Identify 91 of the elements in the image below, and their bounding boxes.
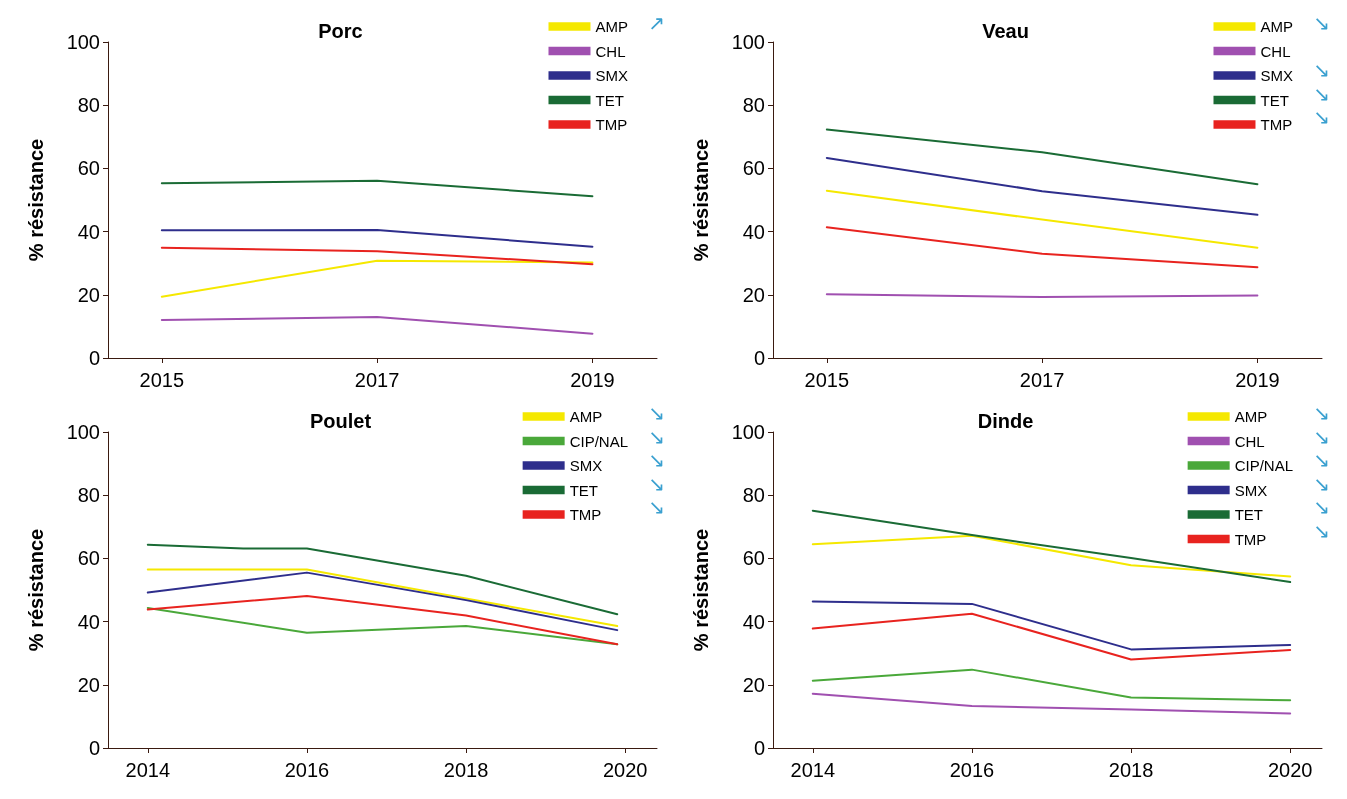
chart-title: Veau — [982, 20, 1029, 42]
annotation: ↘ — [1313, 58, 1331, 82]
y-tick-label: 60 — [742, 547, 765, 570]
y-tick-label: 40 — [742, 220, 765, 243]
annotation: ↘ — [648, 471, 666, 496]
legend-label: SMX — [1234, 481, 1268, 499]
legend-label: CIP/NAL — [569, 432, 629, 450]
y-tick-label: 20 — [742, 283, 765, 306]
legend-label: TET — [569, 481, 598, 499]
line-series — [146, 543, 619, 616]
y-tick-label: 20 — [77, 673, 100, 696]
x-tick-label: 2015 — [804, 369, 850, 391]
chart-title: Poulet — [309, 410, 372, 432]
y-tick-label: 80 — [77, 484, 100, 507]
legend-label: TMP — [595, 116, 628, 133]
y-tick-label: 60 — [77, 547, 100, 570]
line-series — [811, 600, 1292, 651]
annotation: ↘ — [1313, 448, 1331, 472]
x-tick-label: 2020 — [1267, 759, 1313, 781]
x-tick-label: 2016 — [949, 759, 995, 781]
x-tick-label: 2014 — [125, 759, 171, 781]
y-tick-label: 100 — [731, 421, 765, 443]
legend-label: CHL — [595, 42, 626, 60]
x-tick-label: 2020 — [602, 759, 648, 781]
x-tick-label: 2015 — [139, 369, 185, 391]
annotation: ↘ — [648, 448, 666, 472]
y-tick-label: 80 — [742, 94, 765, 117]
y-tick-label: 20 — [77, 283, 100, 306]
chart-title: Porc — [318, 20, 363, 42]
x-tick-label: 2019 — [1235, 369, 1280, 391]
line-series — [811, 668, 1292, 702]
y-tick-label: 40 — [77, 220, 100, 243]
chart-title: Dinde — [977, 410, 1034, 432]
y-axis-title: % résistance — [25, 138, 47, 262]
line-series — [811, 612, 1292, 661]
text: ↗ — [648, 11, 666, 35]
x-tick-label: 2018 — [443, 759, 489, 781]
y-axis-title: % résistance — [690, 138, 712, 262]
y-tick-label: 100 — [66, 421, 100, 443]
legend-label: AMP — [1234, 408, 1268, 425]
x-tick-label: 2014 — [790, 759, 836, 781]
legend-label: TET — [595, 91, 624, 109]
text: ↘ — [1313, 11, 1331, 35]
legend-label: TMP — [1260, 116, 1293, 133]
legend-label: AMP — [569, 408, 603, 425]
annotation: ↘ — [1313, 518, 1331, 543]
y-axis-title: % résistance — [25, 528, 47, 652]
text: ↘ — [1313, 401, 1331, 425]
annotation: ↘ — [1313, 495, 1331, 519]
legend-label: SMX — [1260, 67, 1294, 84]
legend-label: CHL — [1234, 432, 1265, 450]
y-tick-label: 20 — [742, 673, 765, 696]
x-tick-label: 2017 — [354, 369, 400, 391]
annotation: ↘ — [1313, 105, 1331, 129]
legend-label: TMP — [1234, 530, 1267, 548]
y-tick-label: 0 — [753, 347, 765, 369]
y-tick-label: 80 — [742, 484, 765, 507]
annotation: ↘ — [1313, 81, 1331, 106]
line-series — [811, 692, 1292, 715]
y-tick-label: 60 — [742, 157, 765, 180]
annotation: ↘ — [648, 495, 666, 519]
text: ↘ — [648, 401, 666, 425]
x-tick-label: 2016 — [284, 759, 330, 781]
line-series — [811, 534, 1292, 578]
x-tick-label: 2019 — [570, 369, 615, 391]
y-axis-title: % résistance — [690, 528, 712, 652]
y-tick-label: 0 — [88, 347, 100, 369]
legend-label: AMP — [1260, 18, 1294, 35]
y-tick-label: 80 — [77, 94, 100, 117]
line-series — [146, 595, 619, 646]
y-tick-label: 40 — [77, 610, 100, 633]
legend-label: SMX — [595, 67, 629, 84]
y-tick-label: 40 — [742, 610, 765, 633]
annotation: ↘ — [1313, 424, 1331, 449]
line-series — [811, 509, 1292, 584]
y-tick-label: 100 — [66, 31, 100, 53]
legend-label: TET — [1260, 91, 1289, 109]
x-tick-label: 2017 — [1019, 369, 1065, 391]
x-tick-label: 2018 — [1108, 759, 1154, 781]
legend-label: TET — [1234, 506, 1263, 523]
legend-label: CIP/NAL — [1234, 457, 1294, 474]
legend-label: TMP — [569, 506, 602, 523]
y-tick-label: 100 — [731, 31, 765, 53]
annotation: ↘ — [648, 424, 666, 449]
legend-label: SMX — [569, 457, 603, 474]
y-tick-label: 0 — [88, 737, 100, 759]
legend-label: AMP — [595, 18, 629, 35]
annotation: ↘ — [1313, 471, 1331, 496]
y-tick-label: 0 — [753, 737, 765, 759]
y-tick-label: 60 — [77, 157, 100, 180]
legend-label: CHL — [1260, 42, 1291, 60]
